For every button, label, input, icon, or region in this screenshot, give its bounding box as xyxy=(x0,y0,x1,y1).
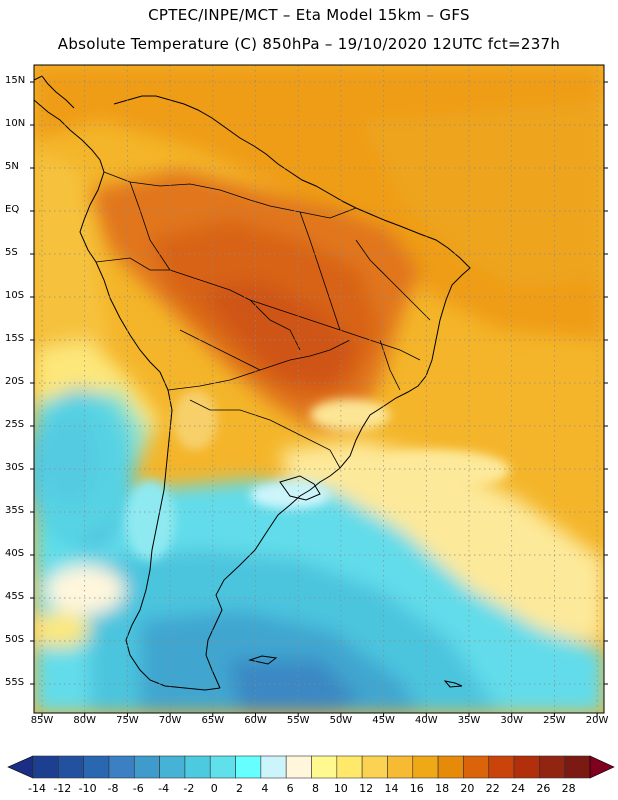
colorbar-high-arrow xyxy=(589,755,615,779)
lat-label: 5S xyxy=(5,247,18,258)
colorbar-label: -4 xyxy=(158,782,170,795)
lon-label: 75W xyxy=(116,715,139,726)
map-title-line1: CPTEC/INPE/MCT – Eta Model 15km – GFS xyxy=(148,6,470,24)
colorbar-label: 28 xyxy=(561,782,576,795)
colorbar-label: 2 xyxy=(236,782,244,795)
lat-label: 35S xyxy=(5,505,25,516)
colorbar-swatch xyxy=(311,755,338,779)
colorbar-label: 0 xyxy=(210,782,218,795)
colorbar-swatch xyxy=(336,755,363,779)
lat-label: 40S xyxy=(5,548,25,559)
colorbar-swatch xyxy=(209,755,236,779)
lat-label: 45S xyxy=(5,591,25,602)
colorbar-label: -6 xyxy=(132,782,144,795)
colorbar-swatch xyxy=(32,755,59,779)
colorbar-label: 12 xyxy=(359,782,374,795)
lat-label: 55S xyxy=(5,677,25,688)
lon-label: 60W xyxy=(244,715,267,726)
lat-label: 15N xyxy=(5,75,26,86)
colorbar-swatch xyxy=(108,755,135,779)
map-frame xyxy=(33,64,605,714)
colorbar-label: 16 xyxy=(409,782,424,795)
colorbar-swatch xyxy=(437,755,464,779)
lat-label: 30S xyxy=(5,462,25,473)
colorbar-label: -2 xyxy=(183,782,195,795)
lat-lon-grid xyxy=(34,65,604,713)
colorbar-swatch xyxy=(159,755,186,779)
colorbar-label: -14 xyxy=(28,782,46,795)
colorbar-label: -10 xyxy=(78,782,97,795)
colorbar-label: -8 xyxy=(107,782,119,795)
lat-label: 5N xyxy=(5,161,19,172)
lon-label: 70W xyxy=(158,715,182,726)
temperature-field xyxy=(34,65,604,713)
colorbar-swatch xyxy=(58,755,84,779)
colorbar-swatch xyxy=(564,755,591,779)
colorbar-swatch xyxy=(235,755,262,779)
lat-label: 25S xyxy=(5,419,25,430)
colorbar-swatch xyxy=(184,755,211,779)
country-borders xyxy=(95,171,431,469)
lat-label: 15S xyxy=(5,333,25,344)
colorbar-label: 4 xyxy=(261,782,269,795)
lat-label: 50S xyxy=(5,634,25,645)
colorbar-label: 18 xyxy=(435,782,450,795)
colorbar-swatch xyxy=(387,755,414,779)
lon-label: 85W xyxy=(30,715,54,726)
map-title-line2: Absolute Temperature (C) 850hPa – 19/10/… xyxy=(57,35,561,53)
colorbar-swatch xyxy=(463,755,490,779)
lat-label: 10S xyxy=(5,290,25,301)
colorbar-swatch xyxy=(133,755,160,779)
lon-label: 80W xyxy=(73,715,96,726)
lon-label: 40W xyxy=(414,715,438,726)
lon-label: 35W xyxy=(457,715,481,726)
colorbar-label: -12 xyxy=(53,782,72,795)
axis-ticks xyxy=(30,81,608,717)
colorbar-swatch xyxy=(539,755,565,779)
colorbar-swatch xyxy=(361,755,388,779)
colorbar-swatch xyxy=(412,755,439,779)
lon-label: 55W xyxy=(286,715,310,726)
lat-label: 10N xyxy=(5,118,26,129)
lon-label: 30W xyxy=(500,715,523,726)
lon-label: 45W xyxy=(372,715,395,726)
colorbar-swatch xyxy=(513,755,540,779)
coastline xyxy=(34,75,471,691)
lat-label: 20S xyxy=(5,376,25,387)
colorbar-label: 6 xyxy=(286,782,294,795)
colorbar-label: 26 xyxy=(536,782,551,795)
colorbar-label: 8 xyxy=(312,782,319,795)
colorbar-swatch xyxy=(83,755,110,779)
lon-label: 25W xyxy=(543,715,566,726)
lon-label: 50W xyxy=(329,715,353,726)
lon-label: 20W xyxy=(585,715,609,726)
colorbar-label: 22 xyxy=(485,782,500,795)
colorbar-label: 14 xyxy=(384,782,399,795)
lat-label: EQ xyxy=(5,204,20,215)
colorbar-swatch xyxy=(285,755,312,779)
colorbar-label: 24 xyxy=(511,782,526,795)
lon-label: 65W xyxy=(201,715,225,726)
colorbar xyxy=(7,755,615,779)
colorbar-swatch xyxy=(488,755,515,779)
colorbar-label: 20 xyxy=(460,782,475,795)
colorbar-swatch xyxy=(260,755,287,779)
colorbar-label: 10 xyxy=(333,782,348,795)
colorbar-low-arrow xyxy=(7,755,34,779)
